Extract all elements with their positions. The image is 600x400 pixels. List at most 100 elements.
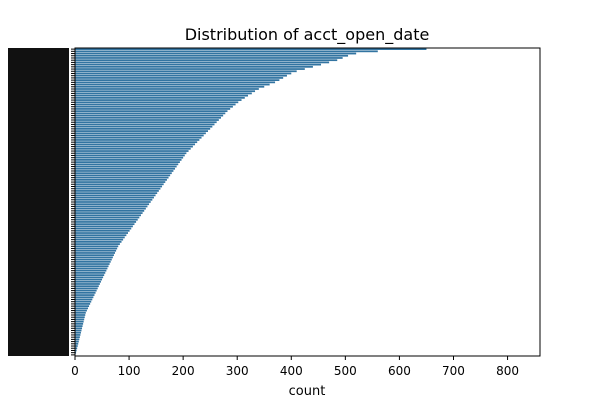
bar <box>75 265 109 268</box>
bar <box>75 320 84 323</box>
bar <box>75 249 117 252</box>
bar <box>75 96 245 99</box>
bar <box>75 176 169 179</box>
bar <box>75 161 180 163</box>
x-axis-ticks: 0 100 200 300 400 500 600 700 800 <box>71 356 519 378</box>
bar <box>75 190 159 192</box>
bar <box>75 336 80 339</box>
bar <box>75 130 209 132</box>
bar <box>75 236 125 239</box>
x-tick-label: 700 <box>442 364 465 378</box>
bar <box>75 280 101 283</box>
bar <box>75 99 242 101</box>
bar <box>75 196 154 199</box>
bar <box>75 203 150 206</box>
bar <box>75 59 338 62</box>
bar <box>75 309 87 312</box>
bar <box>75 305 90 308</box>
bar <box>75 212 143 214</box>
bar <box>75 314 86 316</box>
bar <box>75 68 305 70</box>
bar <box>75 192 158 195</box>
bar <box>75 256 113 259</box>
bar <box>75 154 185 157</box>
x-tick-label: 800 <box>496 364 519 378</box>
bar <box>75 187 161 190</box>
bar <box>75 92 252 95</box>
bar <box>75 247 118 250</box>
bar <box>75 143 196 146</box>
bar <box>75 276 104 279</box>
bar <box>75 238 124 241</box>
bar <box>75 342 79 345</box>
bar <box>75 159 182 161</box>
bar <box>75 205 148 208</box>
bar <box>75 48 427 50</box>
bar <box>75 274 105 277</box>
bar <box>75 322 84 325</box>
bar <box>75 170 174 172</box>
bar <box>75 185 163 188</box>
x-tick-label: 600 <box>388 364 411 378</box>
bar <box>75 329 82 332</box>
bar <box>75 232 128 234</box>
bar <box>75 165 177 168</box>
bar <box>75 65 313 68</box>
bar <box>75 340 79 343</box>
bar <box>75 110 228 113</box>
bar <box>75 114 224 117</box>
bar <box>75 298 93 301</box>
bar <box>75 50 378 53</box>
bar <box>75 316 85 319</box>
bar <box>75 225 133 228</box>
bar <box>75 163 179 166</box>
bar <box>75 229 130 232</box>
bar <box>75 334 81 336</box>
bar <box>75 291 96 294</box>
bar <box>75 194 156 197</box>
bar <box>75 139 200 141</box>
bar <box>75 83 270 86</box>
bar <box>75 294 95 296</box>
bar <box>75 258 112 261</box>
bar <box>75 351 77 354</box>
bar <box>75 134 204 137</box>
bar <box>75 349 77 352</box>
bar <box>75 103 236 106</box>
bar <box>75 227 132 230</box>
bar <box>75 123 215 126</box>
bar <box>75 127 211 130</box>
bar <box>75 327 83 330</box>
bar <box>75 303 91 305</box>
bar <box>75 338 80 341</box>
bar <box>75 300 92 303</box>
chart-title: Distribution of acct_open_date <box>185 25 430 45</box>
bar <box>75 141 198 144</box>
bar <box>75 245 119 248</box>
x-tick-label: 300 <box>226 364 249 378</box>
bar <box>75 269 107 272</box>
bar <box>75 201 151 203</box>
bar <box>75 260 111 263</box>
bar <box>75 77 284 79</box>
bar <box>75 289 97 292</box>
bar <box>75 105 233 108</box>
bar <box>75 311 86 314</box>
bar <box>75 218 138 221</box>
bar <box>75 90 256 93</box>
bar <box>75 307 88 310</box>
bar <box>75 81 276 84</box>
bar <box>75 61 330 64</box>
y-category-ticks <box>8 48 75 356</box>
bar <box>75 101 239 104</box>
bar <box>75 241 122 243</box>
bar <box>75 209 145 212</box>
bar <box>75 54 349 57</box>
bar <box>75 347 78 350</box>
bar <box>75 287 98 290</box>
bar <box>75 63 322 66</box>
bar <box>75 52 357 55</box>
bar <box>75 254 114 257</box>
bar <box>75 285 99 288</box>
bar <box>75 178 167 181</box>
